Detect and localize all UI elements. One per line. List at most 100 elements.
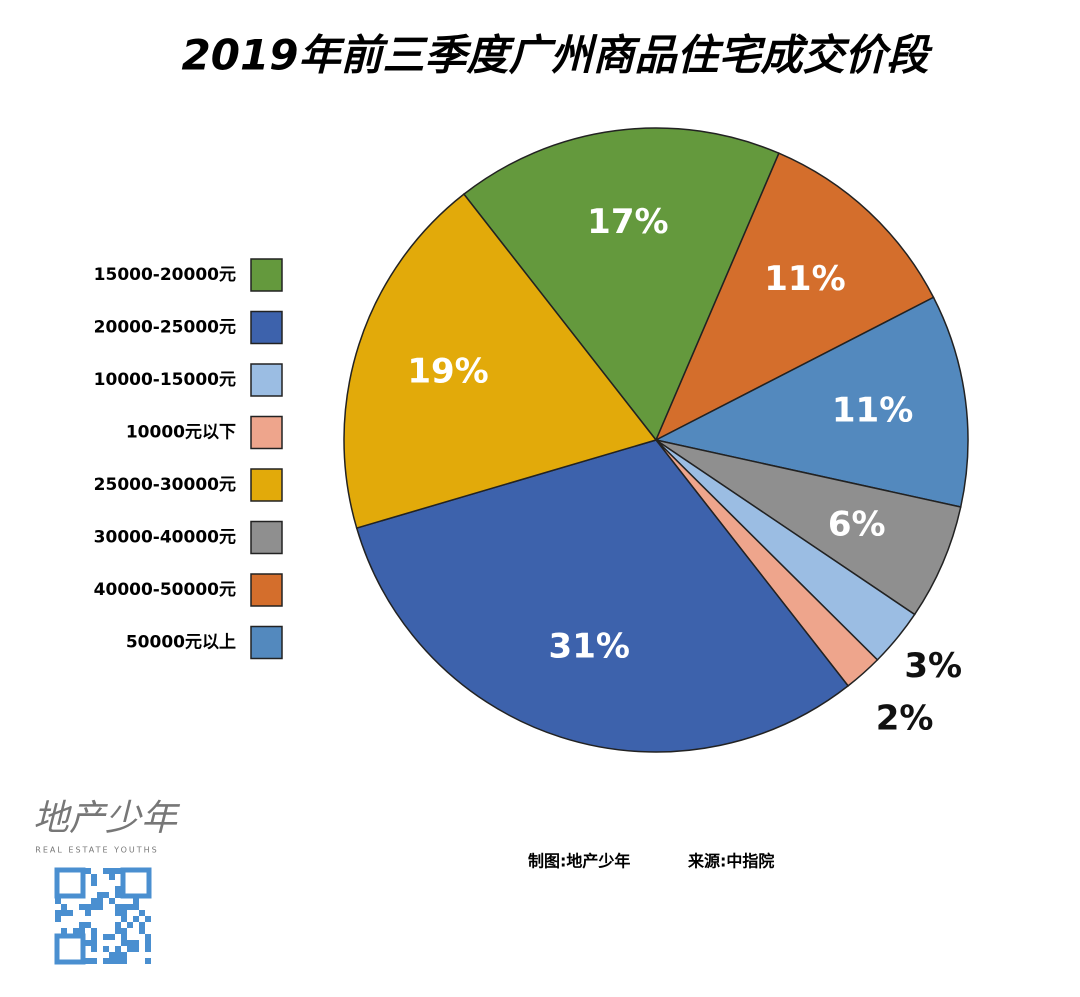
pie-slice [355, 439, 850, 753]
qr-cell [61, 910, 67, 916]
qr-cell [127, 940, 133, 946]
qr-cell [91, 946, 97, 952]
qr-cell [85, 940, 91, 946]
qr-cell [103, 958, 109, 964]
legend-swatch [250, 625, 283, 660]
qr-cell [91, 898, 97, 904]
qr-cell [121, 934, 127, 940]
qr-cell [127, 922, 133, 928]
qr-cell [85, 904, 91, 910]
logo-sub: REAL ESTATE YOUTHS [35, 846, 158, 855]
qr-cell [91, 874, 97, 880]
qr-cell [103, 868, 109, 874]
qr-cell [145, 946, 151, 952]
data-label: 17% [587, 202, 668, 242]
qr-cell [121, 928, 127, 934]
qr-finder [54, 867, 86, 899]
legend-label: 30000-40000元 [94, 528, 236, 548]
qr-cell [133, 898, 139, 904]
qr-finder [120, 867, 152, 899]
logo: 地产少年 [33, 798, 181, 839]
pie-slice [654, 152, 935, 442]
qr-cell [145, 940, 151, 946]
legend-swatch [250, 310, 283, 345]
legend-label: 25000-30000元 [94, 475, 236, 495]
qr-cell [79, 922, 85, 928]
legend-label: 20000-25000元 [94, 318, 236, 338]
legend-swatch [250, 415, 283, 450]
qr-cell [85, 958, 91, 964]
qr-cell [73, 928, 79, 934]
qr-cell [109, 958, 115, 964]
pie-slice [462, 127, 780, 442]
qr-cell [85, 868, 91, 874]
qr-cell [109, 874, 115, 880]
data-label: 11% [832, 390, 913, 430]
credit: 制图:地产少年 [528, 852, 630, 871]
qr-cell [109, 898, 115, 904]
qr-finder [54, 933, 86, 965]
qr-cell [97, 904, 103, 910]
qr-cell [115, 946, 121, 952]
qr-cell [121, 952, 127, 958]
qr-code [54, 867, 152, 965]
legend-label: 10000-15000元 [94, 370, 236, 390]
qr-cell [115, 958, 121, 964]
qr-cell [145, 916, 151, 922]
qr-cell [139, 910, 145, 916]
qr-cell [133, 916, 139, 922]
data-label: 19% [407, 352, 488, 392]
legend-label: 15000-20000元 [94, 265, 236, 285]
qr-cell [97, 892, 103, 898]
qr-cell [139, 928, 145, 934]
pie-slice [343, 193, 658, 530]
qr-cell [91, 904, 97, 910]
legend-swatch [250, 468, 283, 502]
legend-label: 10000元以下 [126, 423, 236, 443]
legend-swatch [250, 573, 283, 607]
qr-cell [115, 928, 121, 934]
qr-cell [97, 898, 103, 904]
qr-cell [61, 904, 67, 910]
qr-cell [109, 952, 115, 958]
qr-cell [115, 922, 121, 928]
qr-cell [55, 916, 61, 922]
qr-cell [121, 910, 127, 916]
legend-swatch [250, 258, 283, 292]
qr-cell [121, 904, 127, 910]
source: 来源:中指院 [687, 852, 774, 871]
qr-cell [115, 868, 121, 874]
qr-cell [85, 922, 91, 928]
legend-label: 50000元以上 [126, 633, 236, 653]
qr-cell [55, 910, 61, 916]
qr-cell [91, 928, 97, 934]
qr-cell [115, 910, 121, 916]
qr-cell [133, 946, 139, 952]
legend-label: 40000-50000元 [94, 580, 236, 600]
legend-swatch [250, 520, 283, 555]
qr-cell [85, 910, 91, 916]
qr-cell [115, 952, 121, 958]
qr-cell [91, 880, 97, 886]
qr-cell [145, 958, 151, 964]
data-label: 2% [876, 698, 934, 738]
qr-cell [103, 946, 109, 952]
footer: 制图:地产少年 来源:中指院 地产少年 REAL ESTATE YOUTHS [33, 798, 774, 965]
qr-cell [91, 958, 97, 964]
qr-cell [133, 940, 139, 946]
data-label: 11% [764, 259, 845, 299]
qr-cell [133, 904, 139, 910]
qr-cell [127, 946, 133, 952]
qr-cell [115, 886, 121, 892]
qr-cell [91, 940, 97, 946]
qr-cell [121, 958, 127, 964]
data-label: 3% [904, 646, 962, 686]
qr-cell [103, 892, 109, 898]
data-label: 31% [549, 626, 630, 666]
qr-cell [115, 904, 121, 910]
qr-cell [121, 916, 127, 922]
qr-cell [67, 910, 73, 916]
qr-cell [91, 934, 97, 940]
qr-cell [109, 934, 115, 940]
